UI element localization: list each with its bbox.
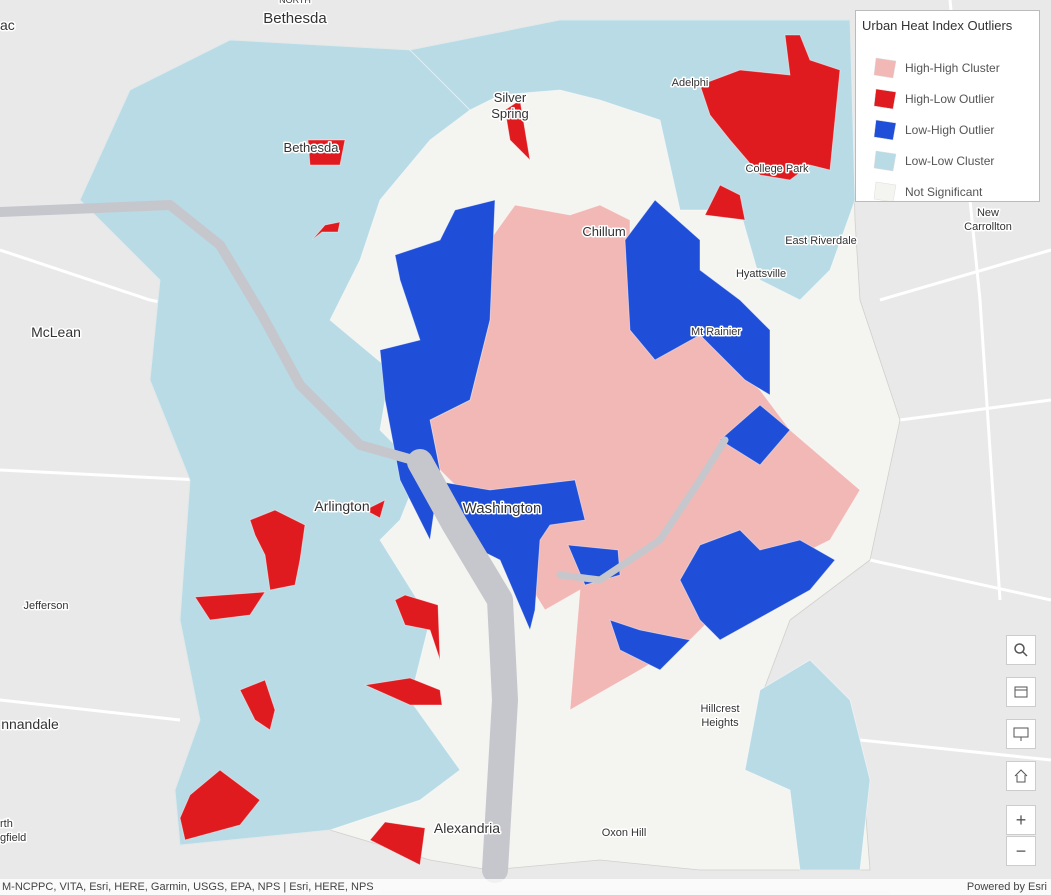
place-label: Carrollton bbox=[964, 221, 1012, 233]
place-label: Alexandria bbox=[434, 820, 500, 836]
region bbox=[679, 529, 836, 641]
place-label: nnandale bbox=[1, 716, 59, 732]
place-label: New bbox=[977, 207, 999, 219]
region bbox=[609, 619, 691, 671]
legend-swatch bbox=[873, 88, 897, 110]
zoom-in-button[interactable]: + bbox=[1006, 805, 1036, 835]
region bbox=[363, 677, 443, 706]
legend-swatch bbox=[873, 150, 897, 172]
place-label: gfield bbox=[0, 832, 26, 844]
place-label: Adelphi bbox=[672, 77, 709, 89]
present-button[interactable] bbox=[1006, 719, 1036, 749]
place-label: Spring bbox=[491, 106, 529, 121]
place-label: Hyattsville bbox=[736, 268, 786, 280]
legend-label: Low-Low Cluster bbox=[905, 154, 994, 168]
legend-label: High-Low Outlier bbox=[905, 92, 994, 106]
region bbox=[179, 769, 261, 841]
home-button[interactable] bbox=[1006, 761, 1036, 791]
layers-icon bbox=[1014, 686, 1028, 698]
zoom-out-button[interactable]: − bbox=[1006, 836, 1036, 866]
region bbox=[699, 34, 841, 181]
region bbox=[369, 821, 426, 866]
region bbox=[307, 139, 346, 166]
legend-swatch bbox=[873, 119, 897, 141]
place-label: East Riverdale bbox=[785, 235, 857, 247]
place-label: Heights bbox=[701, 717, 739, 729]
region bbox=[194, 591, 266, 621]
place-label: Hillcrest bbox=[700, 703, 739, 715]
place-label: ac bbox=[0, 17, 15, 33]
rivers bbox=[0, 200, 729, 883]
legend-items: High-High Cluster High-Low Outlier Low-Hig… bbox=[873, 57, 1000, 201]
legend-swatch bbox=[873, 57, 897, 79]
home-icon bbox=[1014, 769, 1028, 783]
river bbox=[407, 449, 518, 883]
attribution: M-NCPPC, VITA, Esri, HERE, Garmin, USGS,… bbox=[2, 881, 374, 893]
place-label: Bethesda bbox=[263, 10, 327, 27]
legend: Urban Heat Index Outliers High-High Clus… bbox=[855, 10, 1040, 202]
place-label: Silver bbox=[494, 90, 527, 105]
legend-label: Low-High Outlier bbox=[905, 123, 994, 137]
search-icon bbox=[1014, 643, 1028, 657]
region bbox=[624, 199, 771, 396]
place-label: Oxon Hill bbox=[602, 827, 647, 839]
region bbox=[249, 509, 306, 591]
legend-swatch bbox=[873, 181, 897, 201]
place-label: NORTH bbox=[279, 0, 311, 5]
region bbox=[719, 404, 791, 466]
region bbox=[311, 221, 341, 241]
layers-button[interactable] bbox=[1006, 677, 1036, 707]
place-label: Washington bbox=[463, 500, 542, 517]
roads bbox=[0, 0, 1051, 762]
river bbox=[0, 200, 425, 467]
legend-title: Urban Heat Index Outliers bbox=[862, 18, 1013, 33]
region bbox=[504, 99, 531, 162]
region bbox=[744, 659, 871, 871]
place-label: rth bbox=[0, 818, 13, 830]
powered-by[interactable]: Powered by Esri bbox=[966, 881, 1047, 893]
road bbox=[0, 0, 1051, 762]
place-label: Mt Rainier bbox=[691, 326, 741, 338]
legend-label: Not Significant bbox=[905, 185, 983, 199]
place-label: College Park bbox=[746, 163, 809, 175]
place-label: Jefferson bbox=[23, 600, 68, 612]
region bbox=[364, 499, 386, 519]
region bbox=[704, 184, 746, 221]
region bbox=[394, 594, 441, 661]
river bbox=[556, 436, 729, 584]
place-label: Chillum bbox=[582, 224, 625, 239]
place-label: Arlington bbox=[314, 498, 369, 514]
search-button[interactable] bbox=[1006, 635, 1036, 665]
place-label: McLean bbox=[31, 324, 81, 340]
attribution-bar: M-NCPPC, VITA, Esri, HERE, Garmin, USGS,… bbox=[0, 879, 1051, 895]
region bbox=[239, 679, 276, 731]
present-icon bbox=[1013, 727, 1029, 741]
place-label: Bethesda bbox=[284, 140, 340, 155]
legend-label: High-High Cluster bbox=[905, 61, 1000, 75]
